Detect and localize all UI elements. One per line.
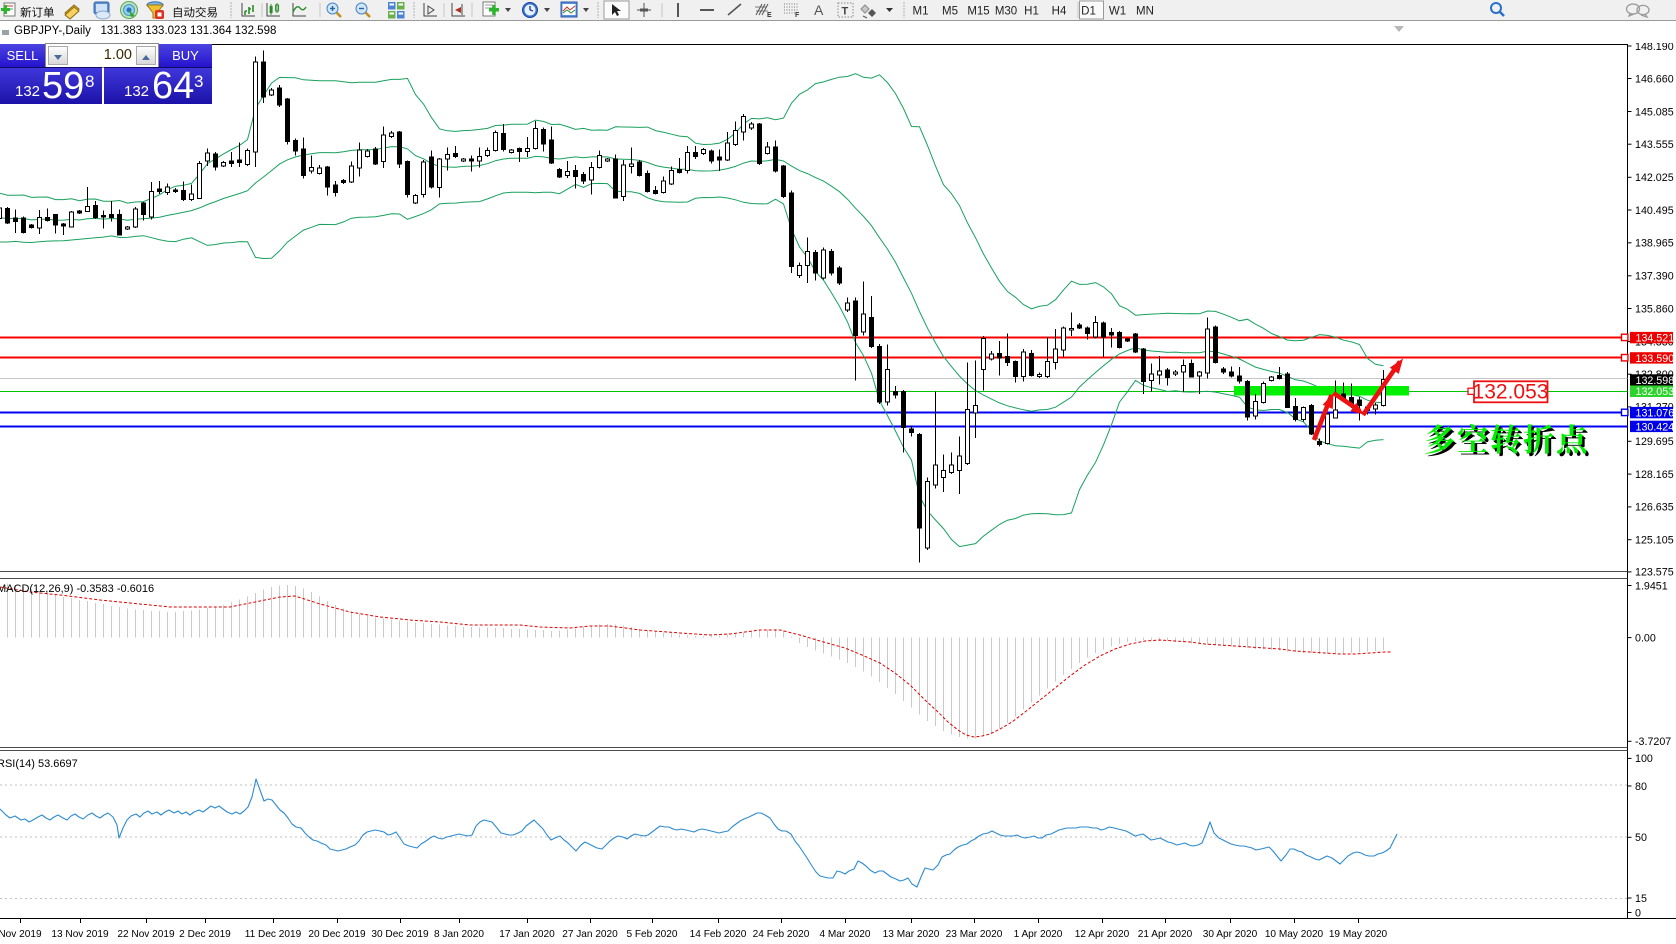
svg-text:10 May 2020: 10 May 2020 [1265,929,1324,940]
svg-text:Nov 2019: Nov 2019 [0,929,42,940]
svg-text:126.635: 126.635 [1635,502,1674,514]
svg-text:128.165: 128.165 [1635,469,1674,481]
svg-text:1 Apr 2020: 1 Apr 2020 [1014,929,1063,940]
svg-text:RSI(14) 53.6697: RSI(14) 53.6697 [0,758,78,770]
svg-text:132.053: 132.053 [1473,381,1549,404]
svg-text:MN: MN [1136,6,1154,18]
svg-text:30 Apr 2020: 30 Apr 2020 [1203,929,1258,940]
svg-text:135.860: 135.860 [1635,303,1674,315]
svg-text:24 Feb 2020: 24 Feb 2020 [753,929,810,940]
svg-text:129.695: 129.695 [1635,436,1674,448]
svg-text:F: F [795,12,800,19]
svg-text:100: 100 [1635,753,1653,765]
svg-text:80: 80 [1635,781,1647,793]
svg-text:12 Apr 2020: 12 Apr 2020 [1075,929,1130,940]
svg-text:143.555: 143.555 [1635,139,1674,151]
svg-text:137.390: 137.390 [1635,271,1674,283]
svg-text:M1: M1 [913,6,929,18]
svg-text:14 Feb 2020: 14 Feb 2020 [690,929,747,940]
svg-text:13 Mar 2020: 13 Mar 2020 [883,929,940,940]
svg-text:0: 0 [1635,907,1641,919]
svg-text:0.00: 0.00 [1635,632,1656,644]
svg-text:138.965: 138.965 [1635,238,1674,250]
svg-text:130.424: 130.424 [1636,421,1675,433]
svg-text:19 May 2020: 19 May 2020 [1329,929,1388,940]
svg-text:5 Feb 2020: 5 Feb 2020 [626,929,677,940]
svg-text:4 Mar 2020: 4 Mar 2020 [819,929,870,940]
svg-text:13 Nov 2019: 13 Nov 2019 [51,929,109,940]
svg-text:142.025: 142.025 [1635,172,1674,184]
svg-text:20 Dec 2019: 20 Dec 2019 [308,929,366,940]
svg-text:23 Mar 2020: 23 Mar 2020 [946,929,1003,940]
svg-text:8 Jan 2020: 8 Jan 2020 [434,929,484,940]
svg-text:M5: M5 [942,6,958,18]
svg-text:1.9451: 1.9451 [1635,580,1668,592]
svg-text:MACD(12,26,9) -0.3583 -0.6016: MACD(12,26,9) -0.3583 -0.6016 [0,583,154,595]
svg-text:30 Dec 2019: 30 Dec 2019 [371,929,429,940]
svg-text:A: A [814,2,824,18]
svg-text:125.105: 125.105 [1635,535,1674,547]
svg-text:133.590: 133.590 [1636,353,1675,365]
svg-text:140.495: 140.495 [1635,205,1674,217]
svg-text:145.085: 145.085 [1635,106,1674,118]
svg-text:132.598: 132.598 [1636,375,1675,387]
svg-text:17 Jan 2020: 17 Jan 2020 [499,929,555,940]
svg-text:15: 15 [1635,893,1647,905]
svg-text:131.076: 131.076 [1636,408,1675,420]
svg-text:H1: H1 [1024,6,1039,18]
svg-text:H4: H4 [1052,6,1067,18]
svg-text:123.575: 123.575 [1635,567,1674,579]
svg-text:148.190: 148.190 [1635,43,1674,53]
svg-text:146.660: 146.660 [1635,73,1674,85]
svg-text:E: E [767,12,772,19]
svg-text:21 Apr 2020: 21 Apr 2020 [1138,929,1193,940]
svg-text:11 Dec 2019: 11 Dec 2019 [245,929,302,940]
svg-text:50: 50 [1635,832,1647,844]
svg-text:27 Jan 2020: 27 Jan 2020 [562,929,618,940]
svg-text:M15: M15 [967,6,989,18]
svg-text:132.053: 132.053 [1636,386,1675,398]
svg-text:T: T [842,6,849,18]
svg-text:22 Nov 2019: 22 Nov 2019 [117,929,175,940]
svg-text:W1: W1 [1109,6,1126,18]
svg-text:2 Dec 2019: 2 Dec 2019 [179,929,231,940]
svg-text:D1: D1 [1081,6,1096,18]
svg-text:-3.7207: -3.7207 [1635,736,1671,748]
svg-text:M30: M30 [995,6,1017,18]
svg-text:134.521: 134.521 [1636,333,1675,345]
